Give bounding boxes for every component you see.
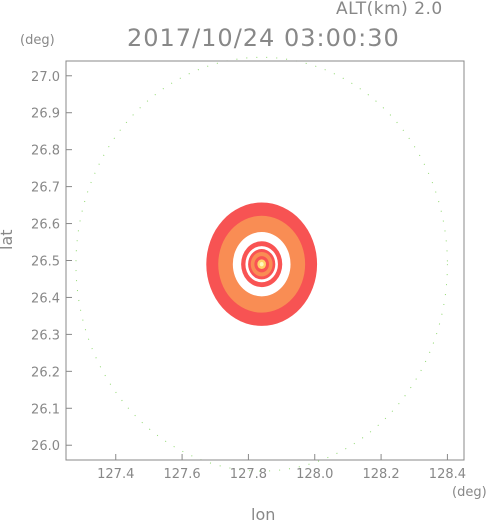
y-tick-label: 26.2 bbox=[31, 365, 60, 380]
y-axis-unit: (deg) bbox=[20, 33, 55, 48]
x-tick-label: 128.4 bbox=[429, 467, 466, 482]
y-tick-label: 26.6 bbox=[31, 218, 60, 233]
y-tick-label: 26.1 bbox=[31, 402, 60, 417]
axis-ticks: 127.4 127.6 127.8 128.0 128.2 128.4 26.0 26.1 26… bbox=[31, 70, 466, 482]
y-tick-label: 27.0 bbox=[31, 70, 60, 85]
echo-ring-9 bbox=[259, 261, 264, 267]
range-circle-layer bbox=[75, 56, 448, 472]
y-tick-label: 26.8 bbox=[31, 144, 60, 159]
y-tick-label: 26.0 bbox=[31, 439, 60, 454]
x-axis-unit: (deg) bbox=[452, 485, 487, 500]
timestamp-title: 2017/10/24 03:00:30 bbox=[127, 24, 400, 52]
y-tick-label: 26.4 bbox=[31, 291, 60, 306]
y-tick-label: 26.7 bbox=[31, 181, 60, 196]
altitude-label: ALT(km) 2.0 bbox=[336, 0, 443, 19]
x-axis-label: lon bbox=[251, 505, 276, 524]
x-tick-label: 127.8 bbox=[230, 467, 267, 482]
y-tick-label: 26.5 bbox=[31, 255, 60, 270]
x-tick-label: 127.4 bbox=[97, 467, 134, 482]
y-tick-label: 26.3 bbox=[31, 328, 60, 343]
outer-range-circle bbox=[75, 56, 448, 472]
x-tick-label: 128.2 bbox=[362, 467, 399, 482]
x-tick-label: 127.6 bbox=[163, 467, 200, 482]
echo-rings-layer bbox=[206, 202, 318, 326]
y-tick-label: 26.9 bbox=[31, 107, 60, 122]
x-tick-label: 128.0 bbox=[296, 467, 333, 482]
